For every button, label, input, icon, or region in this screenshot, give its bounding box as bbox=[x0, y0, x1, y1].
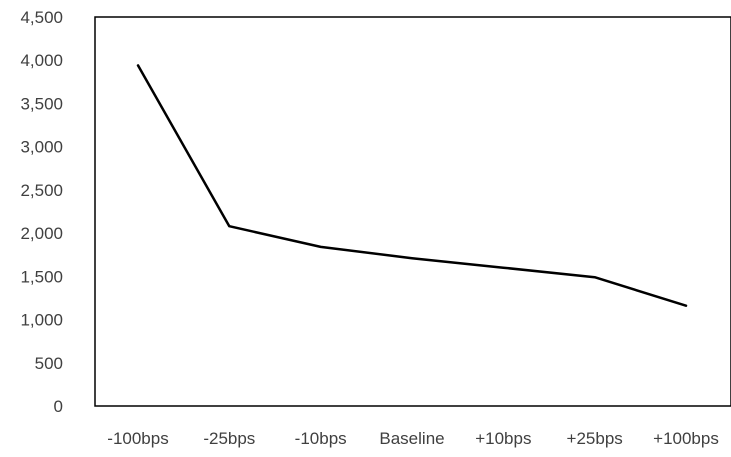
series-line bbox=[136, 64, 688, 307]
plot-frame bbox=[94, 16, 731, 407]
y-tick-label: 0 bbox=[54, 397, 63, 416]
y-tick-label: 4,500 bbox=[20, 8, 63, 27]
y-tick-label: 3,000 bbox=[20, 138, 63, 157]
y-axis: 0 500 1,000 1,500 2,000 2,500 3,000 3,500 4,000 4… bbox=[20, 8, 63, 416]
x-tick-label: -25bps bbox=[203, 429, 255, 448]
x-tick-label: +25bps bbox=[567, 429, 623, 448]
x-axis: -100bps -25bps -10bps Baseline +10bps +25bps +… bbox=[107, 429, 719, 448]
x-tick-label: +10bps bbox=[475, 429, 531, 448]
y-tick-label: 500 bbox=[35, 354, 63, 373]
x-tick-label: -100bps bbox=[107, 429, 168, 448]
y-tick-label: 4,000 bbox=[20, 51, 63, 70]
x-tick-label: +100bps bbox=[653, 429, 719, 448]
x-tick-label: Baseline bbox=[379, 429, 444, 448]
y-tick-label: 1,500 bbox=[20, 267, 63, 286]
y-tick-label: 3,500 bbox=[20, 94, 63, 113]
y-tick-label: 1,000 bbox=[20, 311, 63, 330]
x-tick-label: -10bps bbox=[295, 429, 347, 448]
series-layer bbox=[136, 64, 688, 307]
y-tick-label: 2,000 bbox=[20, 224, 63, 243]
y-tick-label: 2,500 bbox=[20, 181, 63, 200]
